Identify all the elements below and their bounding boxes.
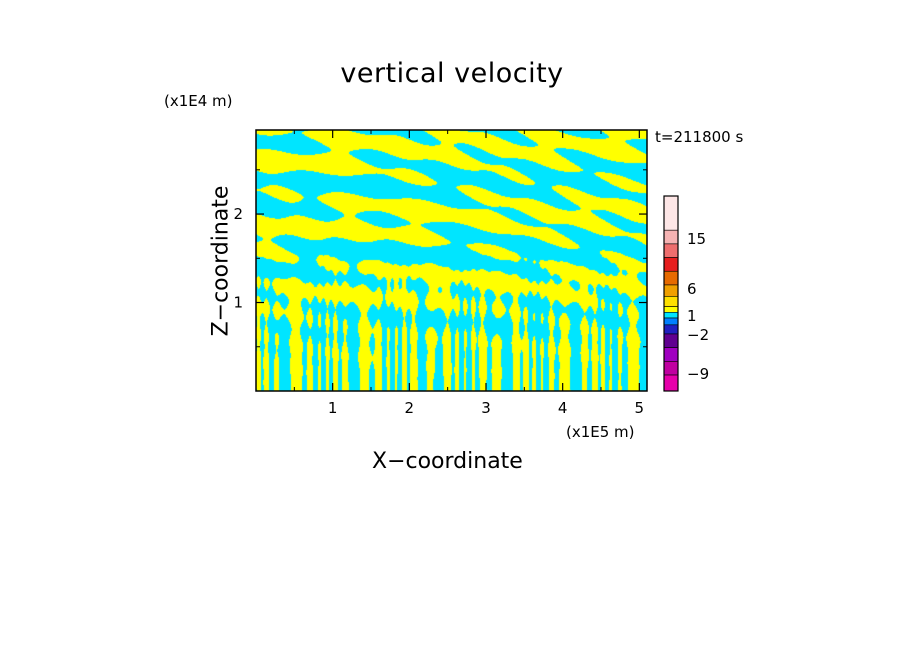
colorbar-frame bbox=[663, 195, 679, 392]
x-axis-label: X−coordinate bbox=[372, 449, 523, 474]
colorbar-band bbox=[663, 374, 679, 392]
colorbar-label: 15 bbox=[687, 230, 706, 248]
x-tick-label: 1 bbox=[328, 399, 338, 417]
x-axis-scale-label: (x1E5 m) bbox=[566, 423, 635, 441]
colorbar-band bbox=[663, 284, 679, 297]
colorbar-band bbox=[663, 312, 679, 319]
z-tick-label: 1 bbox=[233, 294, 243, 312]
colorbar-band bbox=[663, 324, 679, 335]
time-label: t=211800 s bbox=[655, 128, 744, 146]
colorbar-band bbox=[663, 317, 679, 326]
x-tick-label: 2 bbox=[405, 399, 415, 417]
colorbar-band bbox=[663, 347, 679, 362]
colorbar-band bbox=[663, 270, 679, 286]
z-tick-label: 2 bbox=[233, 205, 243, 223]
colorbar-label: 1 bbox=[687, 307, 697, 325]
colorbar-band bbox=[663, 195, 679, 231]
z-axis-scale-label: (x1E4 m) bbox=[164, 92, 233, 110]
colorbar-band bbox=[663, 361, 679, 376]
colorbar-band bbox=[663, 257, 679, 272]
colorbar-label: −2 bbox=[687, 326, 709, 344]
colorbar-band bbox=[663, 243, 679, 258]
x-tick-label: 5 bbox=[635, 399, 645, 417]
x-tick-label: 3 bbox=[481, 399, 491, 417]
colorbar-band bbox=[663, 333, 679, 348]
x-tick-label: 4 bbox=[558, 399, 568, 417]
colorbar-label: −9 bbox=[687, 365, 709, 383]
colorbar-band bbox=[663, 306, 679, 313]
plot-frame bbox=[255, 129, 648, 392]
chart-title: vertical velocity bbox=[340, 58, 564, 89]
colorbar-band bbox=[663, 229, 679, 245]
velocity-field bbox=[256, 130, 647, 391]
colorbar-band bbox=[663, 296, 679, 307]
colorbar-label: 6 bbox=[687, 280, 697, 298]
